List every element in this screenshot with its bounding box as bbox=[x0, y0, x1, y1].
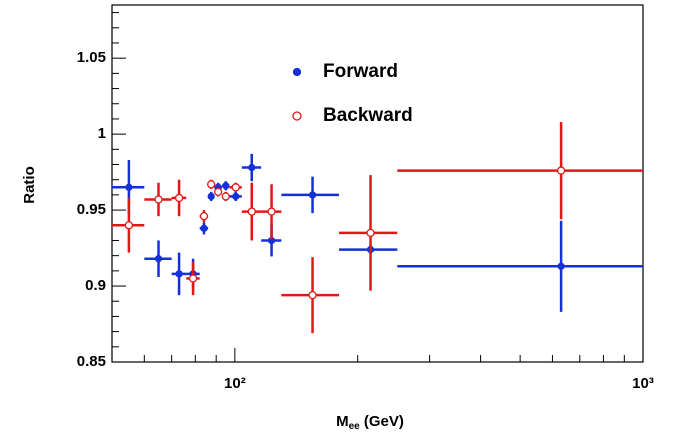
x-label-sub: ee bbox=[349, 421, 361, 432]
plot-frame bbox=[111, 4, 644, 363]
marker bbox=[557, 262, 565, 270]
marker bbox=[308, 291, 317, 300]
x-label-main: M bbox=[336, 413, 349, 430]
marker bbox=[200, 224, 208, 232]
x-tick-label: 10³ bbox=[632, 375, 654, 392]
y-tick-label: 1 bbox=[98, 125, 106, 142]
marker bbox=[154, 255, 163, 263]
marker bbox=[247, 207, 256, 216]
marker bbox=[232, 192, 240, 201]
legend-label: Forward bbox=[323, 61, 398, 82]
marker bbox=[207, 192, 215, 201]
y-tick-label: 1.05 bbox=[77, 49, 106, 66]
legend-marker bbox=[292, 111, 302, 121]
marker bbox=[125, 183, 133, 191]
x-tick-label: 10² bbox=[224, 375, 246, 392]
marker bbox=[199, 212, 209, 221]
marker bbox=[174, 193, 184, 203]
marker bbox=[175, 270, 183, 278]
marker bbox=[556, 166, 566, 175]
y-tick-label: 0.85 bbox=[77, 353, 106, 370]
legend-marker bbox=[292, 67, 302, 77]
marker bbox=[124, 221, 134, 230]
x-axis-label: Mee (GeV) bbox=[336, 413, 404, 432]
marker bbox=[248, 163, 256, 172]
marker bbox=[308, 191, 317, 199]
marker bbox=[222, 182, 230, 190]
y-tick-label: 0.9 bbox=[85, 277, 106, 294]
marker bbox=[188, 274, 198, 283]
y-axis-label: Ratio bbox=[21, 166, 38, 204]
x-label-unit: (GeV) bbox=[360, 413, 404, 430]
marker bbox=[154, 195, 163, 204]
marker bbox=[366, 228, 375, 238]
marker bbox=[213, 187, 223, 197]
marker bbox=[221, 192, 230, 201]
marker bbox=[231, 183, 240, 192]
marker bbox=[267, 207, 276, 216]
y-tick-label: 0.95 bbox=[77, 201, 106, 218]
marker bbox=[207, 180, 216, 189]
legend-label: Backward bbox=[323, 105, 413, 126]
